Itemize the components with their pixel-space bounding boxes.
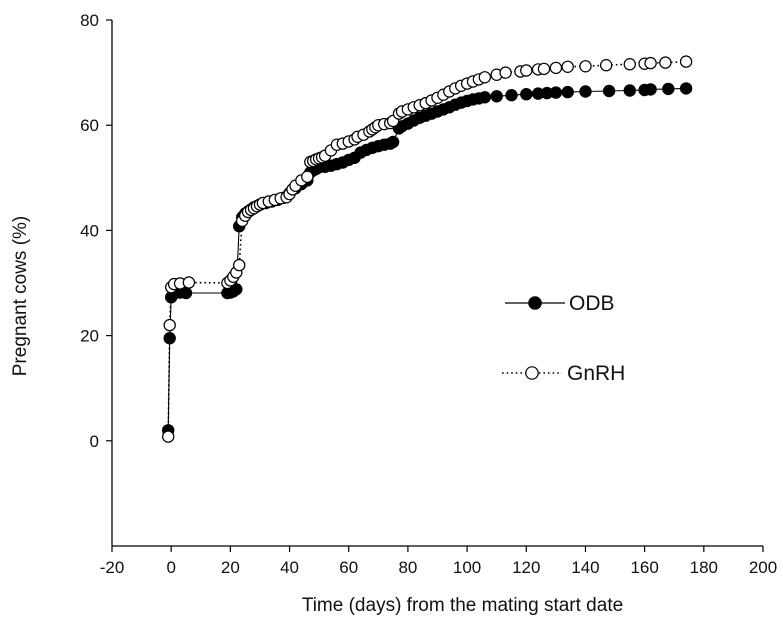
y-tick-label: 20 [80, 327, 99, 346]
data-point-gnrh [549, 61, 563, 75]
data-point-odb [386, 135, 400, 149]
legend-gnrh-marker [525, 366, 539, 380]
data-point-gnrh [623, 57, 637, 71]
x-axis-title: Time (days) from the mating start date [302, 595, 623, 616]
y-tick-label: 0 [90, 432, 99, 451]
data-point-gnrh [600, 58, 613, 72]
data-point-odb [579, 85, 592, 98]
data-point-gnrh [301, 170, 314, 183]
data-point-odb [679, 82, 693, 95]
series-gnrh [161, 55, 693, 443]
data-point-gnrh [537, 62, 551, 76]
x-tick-label: 200 [749, 558, 777, 577]
data-point-gnrh [161, 430, 175, 443]
data-point-odb [602, 84, 616, 98]
legend: ODB GnRH [502, 292, 625, 385]
data-point-gnrh [561, 60, 574, 74]
data-point-gnrh [478, 71, 491, 84]
data-point-odb [662, 82, 675, 96]
data-point-odb [230, 283, 243, 296]
legend-item-odb: ODB [505, 292, 615, 315]
data-point-odb [478, 91, 491, 104]
data-point-gnrh [679, 55, 693, 68]
data-point-gnrh [499, 66, 512, 79]
data-point-gnrh [182, 276, 196, 289]
axes: -20 0 20 40 60 80 100 120 140 160 180 200 0 20 40 60 80 [80, 11, 777, 577]
legend-odb-label: ODB [569, 292, 615, 315]
x-tick-label: 40 [280, 558, 299, 577]
x-tick-label: 0 [166, 558, 175, 577]
legend-item-gnrh: GnRH [502, 362, 625, 385]
data-point-odb [644, 83, 657, 96]
data-point-odb [505, 88, 518, 102]
x-tick-label: 100 [453, 558, 481, 577]
x-tick-label: 80 [398, 558, 417, 577]
x-tick-label: 20 [221, 558, 240, 577]
data-point-odb [623, 84, 637, 97]
data-point-gnrh [644, 56, 657, 70]
x-tick-label: 140 [571, 558, 599, 577]
data-point-gnrh [163, 318, 176, 332]
x-tick-label: 60 [339, 558, 358, 577]
data-point-gnrh [232, 258, 246, 272]
y-tick-label: 80 [80, 11, 99, 30]
legend-odb-marker [528, 296, 542, 310]
data-point-odb [520, 87, 533, 101]
y-tick-label: 60 [80, 116, 99, 135]
data-point-gnrh [579, 60, 592, 73]
data-point-odb [549, 86, 563, 99]
x-tick-label: -20 [100, 558, 125, 577]
x-tick-label: 180 [690, 558, 718, 577]
legend-gnrh-label: GnRH [567, 362, 625, 385]
series-layer [161, 55, 693, 443]
data-point-odb [490, 90, 503, 103]
x-axis-ticks: -20 0 20 40 60 80 100 120 140 160 180 200 [100, 546, 777, 577]
x-tick-label: 120 [512, 558, 540, 577]
y-axis-title: Pregnant cows (%) [10, 216, 31, 377]
data-point-gnrh [659, 56, 672, 69]
y-tick-label: 40 [80, 221, 99, 240]
data-point-gnrh [520, 64, 533, 77]
y-axis-ticks: 0 20 40 60 80 [80, 11, 112, 451]
x-tick-label: 160 [630, 558, 658, 577]
data-point-odb [561, 85, 574, 99]
